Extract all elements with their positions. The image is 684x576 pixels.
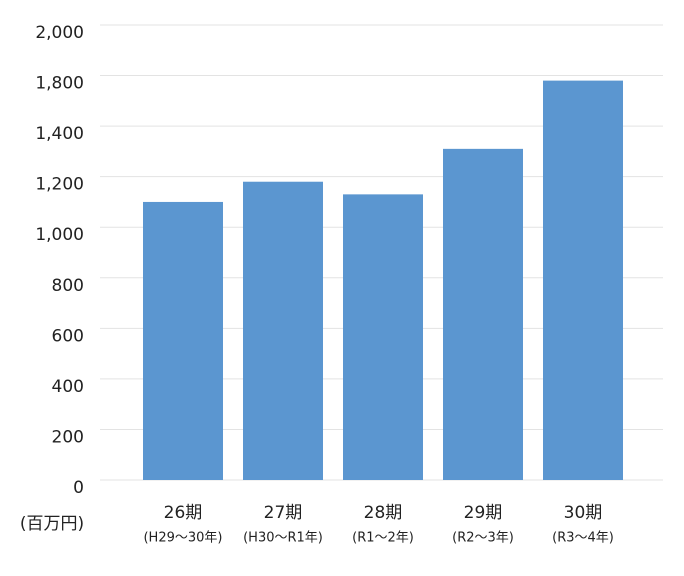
- x-tick-label: 29期: [464, 503, 503, 523]
- y-tick-label: 1,400: [35, 124, 84, 144]
- x-tick-label: 30期: [564, 503, 603, 523]
- y-tick-label: 2,000: [35, 23, 84, 43]
- x-tick-sublabel: (H29～30年): [143, 531, 222, 546]
- y-tick-label: 1,800: [35, 74, 84, 94]
- y-tick-label: 0: [73, 478, 84, 498]
- x-tick-sublabel: (R1～2年): [352, 531, 414, 546]
- bar: [243, 181, 323, 480]
- y-tick-label: 1,200: [35, 175, 84, 195]
- x-tick-label: 28期: [364, 503, 403, 523]
- x-tick-label: 26期: [164, 503, 203, 523]
- x-tick-sublabel: (R2～3年): [452, 531, 514, 546]
- bar: [343, 194, 423, 480]
- x-tick-label: 27期: [264, 503, 303, 523]
- x-tick-sublabel: (R3～4年): [552, 531, 614, 546]
- y-tick-label: 200: [52, 427, 84, 447]
- y-tick-label: 600: [52, 326, 84, 346]
- bar: [443, 148, 523, 480]
- bar: [143, 201, 223, 480]
- y-tick-label: 1,000: [35, 225, 84, 245]
- bar: [543, 80, 623, 480]
- x-tick-sublabel: (H30～R1年): [243, 531, 323, 546]
- y-unit: (百万円): [20, 514, 84, 534]
- y-tick-label: 400: [52, 377, 84, 397]
- y-tick-label: 800: [52, 276, 84, 296]
